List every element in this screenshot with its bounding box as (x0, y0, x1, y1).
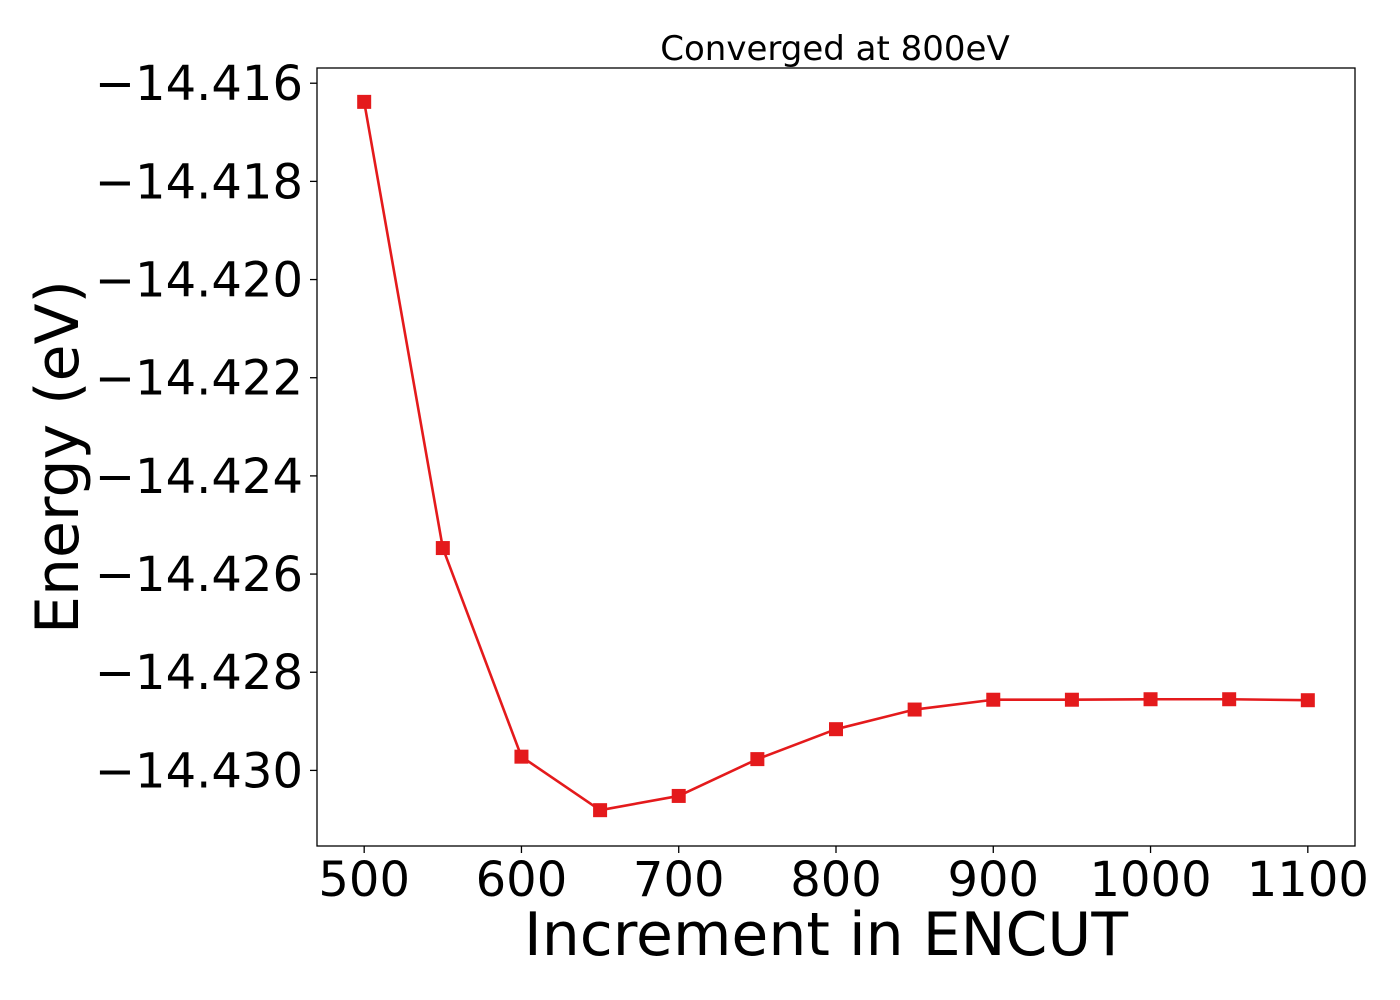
y-tick-label: −14.430 (95, 743, 303, 799)
x-tick-label: 600 (476, 852, 568, 908)
y-tick-label: −14.416 (95, 56, 303, 112)
data-point (1064, 692, 1079, 707)
data-point (1222, 692, 1237, 707)
x-axis-label: Increment in ENCUT (524, 900, 1128, 970)
x-tick-label: 1000 (1089, 852, 1211, 908)
y-tick-label: −14.420 (95, 253, 303, 309)
x-tick-label: 500 (318, 852, 410, 908)
x-tick-label: 900 (947, 852, 1039, 908)
data-point (829, 722, 843, 737)
y-axis-label: Energy (eV) (23, 280, 93, 634)
chart-title: Converged at 800eV (660, 29, 1009, 69)
data-point (435, 541, 450, 556)
series-line (362, 101, 1308, 812)
data-point (986, 692, 1001, 707)
y-axis: −14.416 −14.418 −14.420 −14.422 −14.424 −14.4… (95, 56, 317, 799)
series-layer (357, 94, 1315, 818)
data-point (357, 94, 372, 109)
y-tick-label: −14.428 (95, 645, 303, 701)
x-tick-label: 1100 (1247, 852, 1369, 908)
x-axis: 500 600 700 800 900 1000 1100 (318, 846, 1369, 908)
y-tick-label: −14.424 (95, 449, 303, 505)
data-point (907, 702, 922, 717)
data-point (1300, 693, 1315, 708)
data-point (750, 752, 765, 767)
data-point (593, 803, 608, 818)
plot-area (316, 67, 1356, 847)
data-point (514, 749, 529, 764)
data-point (1143, 692, 1158, 707)
x-tick-label: 800 (790, 852, 882, 908)
data-point (671, 788, 686, 803)
x-tick-label: 700 (633, 852, 725, 908)
y-tick-label: −14.422 (95, 351, 303, 407)
y-tick-label: −14.418 (95, 154, 303, 210)
y-tick-label: −14.426 (95, 547, 303, 603)
